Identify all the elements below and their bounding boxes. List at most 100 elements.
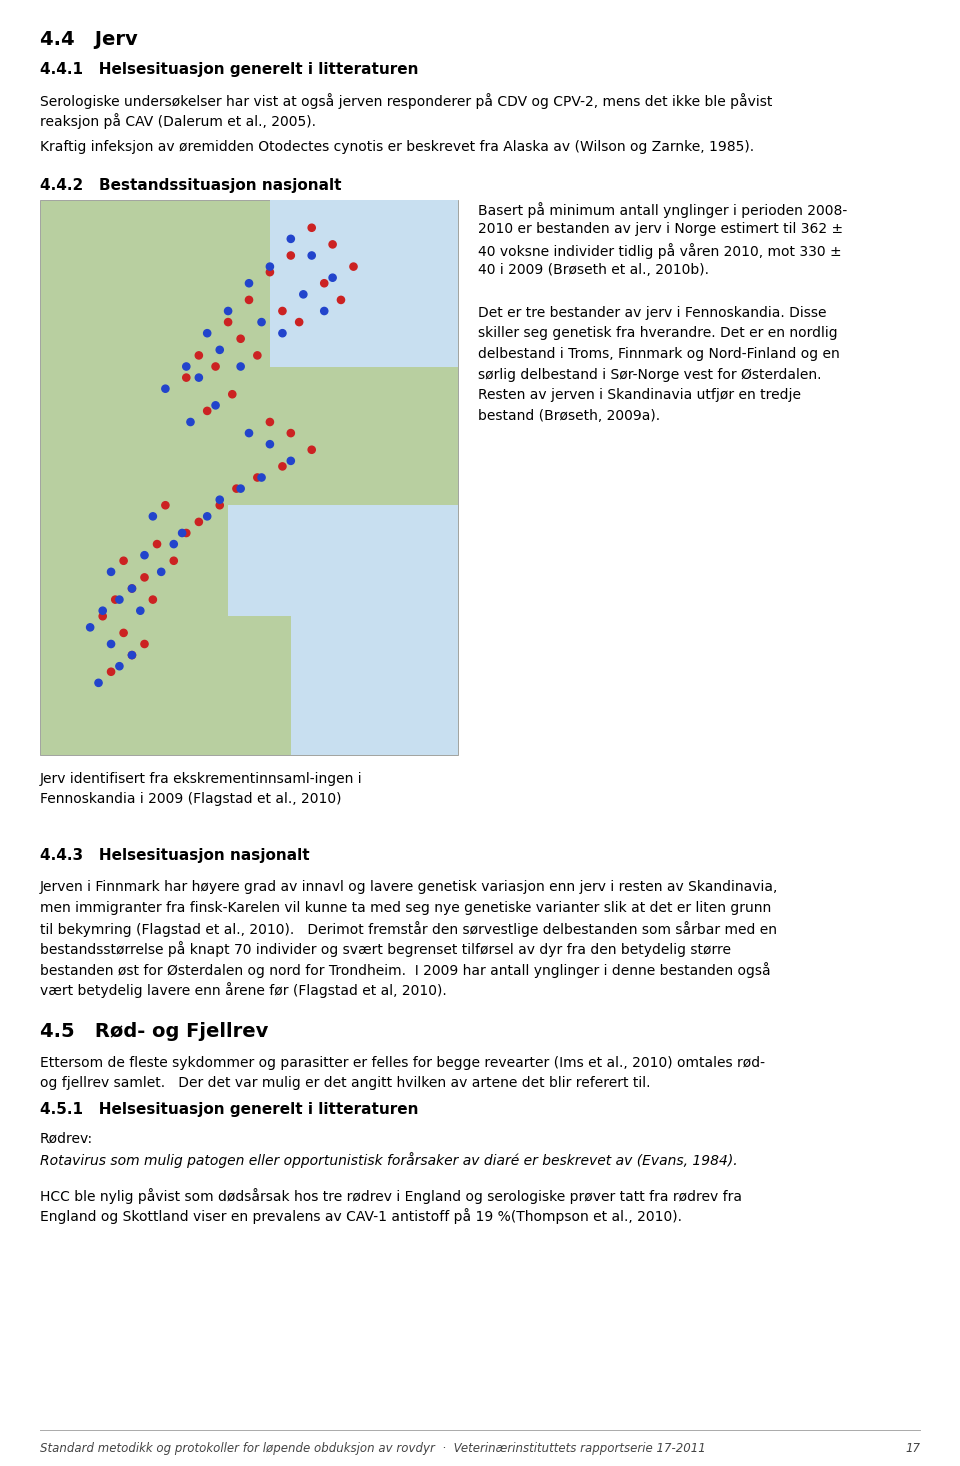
Circle shape: [278, 308, 286, 315]
Text: 4.4.2   Bestandssituasjon nasjonalt: 4.4.2 Bestandssituasjon nasjonalt: [40, 177, 342, 194]
Text: 17: 17: [905, 1443, 920, 1454]
Text: Fennoskandia i 2009 (Flagstad et al., 2010): Fennoskandia i 2009 (Flagstad et al., 20…: [40, 793, 342, 806]
Circle shape: [225, 308, 231, 315]
Circle shape: [233, 485, 240, 493]
Circle shape: [204, 513, 211, 520]
Text: Kraftig infeksjon av øremidden Otodectes cynotis er beskrevet fra Alaska av (Wil: Kraftig infeksjon av øremidden Otodectes…: [40, 139, 755, 154]
Circle shape: [266, 441, 274, 447]
Circle shape: [212, 402, 219, 409]
Text: 40 voksne individer tidlig på våren 2010, mot 330 ±: 40 voksne individer tidlig på våren 2010…: [478, 243, 842, 259]
Circle shape: [216, 501, 224, 509]
Circle shape: [179, 529, 185, 537]
Circle shape: [228, 390, 236, 397]
Circle shape: [287, 430, 295, 437]
Circle shape: [129, 585, 135, 592]
Text: Serologiske undersøkelser har vist at også jerven responderer på CDV og CPV-2, m: Serologiske undersøkelser har vist at og…: [40, 92, 773, 108]
Circle shape: [278, 330, 286, 337]
Circle shape: [253, 352, 261, 359]
Text: bestanden øst for Østerdalen og nord for Trondheim.  I 2009 har antall ynglinger: bestanden øst for Østerdalen og nord for…: [40, 962, 771, 978]
Text: 4.4.3   Helsesituasjon nasjonalt: 4.4.3 Helsesituasjon nasjonalt: [40, 847, 310, 863]
Circle shape: [225, 318, 231, 325]
Circle shape: [170, 557, 178, 564]
Text: bestandsstørrelse på knapt 70 individer og svært begrenset tilførsel av dyr fra : bestandsstørrelse på knapt 70 individer …: [40, 941, 731, 957]
Circle shape: [86, 623, 94, 630]
Circle shape: [129, 651, 135, 658]
Text: sørlig delbestand i Sør-Norge vest for Østerdalen.: sørlig delbestand i Sør-Norge vest for Ø…: [478, 368, 822, 381]
Circle shape: [157, 569, 165, 576]
Text: 4.4.1   Helsesituasjon generelt i litteraturen: 4.4.1 Helsesituasjon generelt i litterat…: [40, 62, 419, 78]
Text: 4.5.1   Helsesituasjon generelt i litteraturen: 4.5.1 Helsesituasjon generelt i litterat…: [40, 1102, 419, 1117]
Circle shape: [237, 364, 244, 369]
Bar: [291, 588, 458, 755]
Circle shape: [162, 386, 169, 393]
Text: reaksjon på CAV (Dalerum et al., 2005).: reaksjon på CAV (Dalerum et al., 2005).: [40, 113, 316, 129]
Text: Standard metodikk og protokoller for løpende obduksjon av rovdyr  ·  Veterinærin: Standard metodikk og protokoller for løp…: [40, 1443, 706, 1454]
Circle shape: [149, 513, 156, 520]
Text: og fjellrev samlet.   Der det var mulig er det angitt hvilken av artene det blir: og fjellrev samlet. Der det var mulig er…: [40, 1076, 651, 1091]
Circle shape: [204, 408, 211, 415]
Text: bestand (Brøseth, 2009a).: bestand (Brøseth, 2009a).: [478, 409, 660, 422]
Circle shape: [300, 290, 307, 298]
Circle shape: [266, 262, 274, 270]
Circle shape: [111, 597, 119, 603]
Text: Rotavirus som mulig patogen eller opportunistisk forårsaker av diaré er beskreve: Rotavirus som mulig patogen eller opport…: [40, 1152, 737, 1168]
Circle shape: [162, 501, 169, 509]
Circle shape: [129, 585, 135, 592]
Circle shape: [308, 252, 315, 259]
Circle shape: [321, 280, 328, 287]
Text: Ettersom de fleste sykdommer og parasitter er felles for begge revearter (Ims et: Ettersom de fleste sykdommer og parasitt…: [40, 1056, 765, 1070]
Circle shape: [246, 280, 252, 287]
Text: delbestand i Troms, Finnmark og Nord-Finland og en: delbestand i Troms, Finnmark og Nord-Fin…: [478, 347, 840, 361]
Circle shape: [136, 607, 144, 614]
Bar: [270, 199, 458, 366]
Circle shape: [237, 485, 244, 493]
Circle shape: [204, 330, 211, 337]
Circle shape: [129, 651, 135, 658]
Circle shape: [216, 346, 224, 353]
Circle shape: [187, 418, 194, 425]
Circle shape: [278, 463, 286, 471]
Text: men immigranter fra finsk-Karelen vil kunne ta med seg nye genetiske varianter s: men immigranter fra finsk-Karelen vil ku…: [40, 900, 771, 915]
Text: 2010 er bestanden av jerv i Norge estimert til 362 ±: 2010 er bestanden av jerv i Norge estime…: [478, 223, 843, 236]
Circle shape: [95, 679, 102, 686]
Circle shape: [287, 252, 295, 259]
Circle shape: [108, 641, 114, 648]
Circle shape: [349, 262, 357, 270]
Text: Jerv identifisert fra ekskrementinnsaml-ingen i: Jerv identifisert fra ekskrementinnsaml-…: [40, 773, 363, 786]
Circle shape: [337, 296, 345, 303]
Text: Resten av jerven i Skandinavia utfjør en tredje: Resten av jerven i Skandinavia utfjør en…: [478, 388, 801, 402]
Circle shape: [182, 374, 190, 381]
Circle shape: [195, 352, 203, 359]
Circle shape: [266, 418, 274, 425]
Circle shape: [120, 557, 127, 564]
Circle shape: [195, 374, 203, 381]
Circle shape: [170, 541, 178, 548]
Circle shape: [120, 629, 127, 636]
Circle shape: [258, 474, 265, 481]
Text: vært betydelig lavere enn årene før (Flagstad et al, 2010).: vært betydelig lavere enn årene før (Fla…: [40, 982, 446, 998]
Circle shape: [246, 296, 252, 303]
Circle shape: [308, 224, 315, 232]
Text: til bekymring (Flagstad et al., 2010).   Derimot fremstår den sørvestlige delbes: til bekymring (Flagstad et al., 2010). D…: [40, 921, 777, 937]
Circle shape: [321, 308, 328, 315]
Text: HCC ble nylig påvist som dødsårsak hos tre rødrev i England og serologiske prøve: HCC ble nylig påvist som dødsårsak hos t…: [40, 1187, 742, 1204]
Circle shape: [253, 474, 261, 481]
Bar: [40, 199, 458, 755]
Circle shape: [287, 235, 295, 242]
Circle shape: [266, 268, 274, 276]
Circle shape: [329, 240, 336, 248]
Circle shape: [246, 430, 252, 437]
Circle shape: [141, 551, 148, 559]
Circle shape: [329, 274, 336, 281]
Circle shape: [108, 569, 114, 576]
Circle shape: [182, 529, 190, 537]
Circle shape: [296, 318, 302, 325]
Circle shape: [141, 641, 148, 648]
Circle shape: [108, 668, 114, 676]
Circle shape: [99, 613, 107, 620]
Circle shape: [308, 446, 315, 453]
Circle shape: [154, 541, 160, 548]
Text: England og Skottland viser en prevalens av CAV-1 antistoff på 19 %(Thompson et a: England og Skottland viser en prevalens …: [40, 1208, 682, 1224]
Text: skiller seg genetisk fra hverandre. Det er en nordlig: skiller seg genetisk fra hverandre. Det …: [478, 327, 838, 340]
Circle shape: [99, 607, 107, 614]
